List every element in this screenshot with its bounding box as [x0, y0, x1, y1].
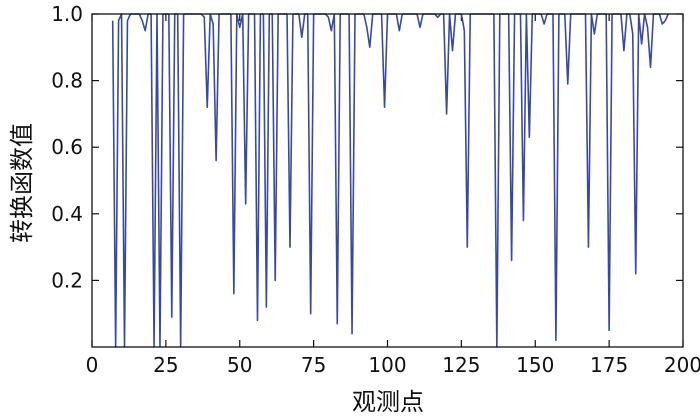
x-tick-label: 175 [590, 353, 628, 377]
x-tick-label: 25 [153, 353, 178, 377]
y-tick-label: 0.4 [51, 202, 83, 226]
x-tick-label: 0 [86, 353, 99, 377]
x-axis-title: 观测点 [352, 388, 424, 416]
y-axis-title: 转换函数值 [8, 123, 36, 243]
y-tick-label: 0.2 [51, 268, 83, 292]
y-tick-label: 0.6 [51, 135, 83, 159]
x-tick-label: 75 [301, 353, 326, 377]
x-tick-label: 100 [368, 353, 406, 377]
x-tick-label: 125 [442, 353, 480, 377]
y-tick-labels: 0.2 0.4 0.6 0.8 1.0 [51, 2, 83, 292]
x-tick-label: 50 [227, 353, 252, 377]
plot-frame [91, 13, 684, 348]
series-line [111, 13, 669, 348]
x-tick-label: 150 [516, 353, 554, 377]
x-tick-label: 200 [664, 353, 700, 377]
y-tick-label: 0.8 [51, 69, 83, 93]
x-tick-labels: 0 25 50 75 100 125 150 175 200 [86, 353, 700, 377]
y-tick-label: 1.0 [51, 2, 83, 26]
